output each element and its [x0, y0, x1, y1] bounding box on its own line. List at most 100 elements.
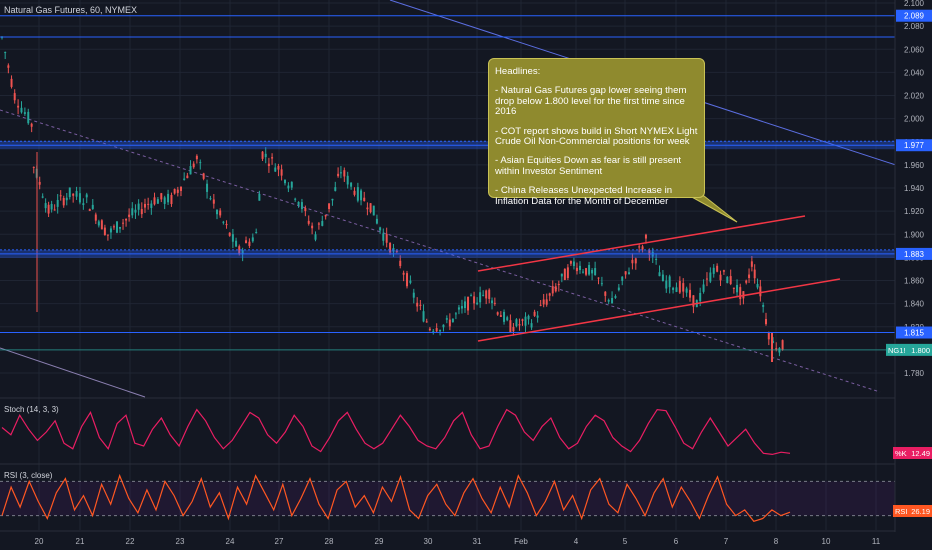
- candle-body: [195, 155, 198, 160]
- candle-body: [122, 222, 125, 224]
- stoch-badge-value: 12.49: [911, 449, 930, 458]
- stoch-badge: [893, 447, 932, 459]
- candle-body: [739, 287, 742, 299]
- candle-body: [264, 153, 267, 158]
- candle-body: [7, 65, 10, 68]
- channel-lines: [0, 195, 895, 351]
- candle-body: [97, 221, 100, 226]
- candle-body: [533, 311, 536, 316]
- candle-body: [153, 197, 156, 205]
- candle-body: [216, 209, 219, 215]
- time-tick-label: 7: [724, 537, 729, 546]
- candle-body: [366, 207, 369, 210]
- candle-body: [331, 198, 334, 201]
- candle-body: [658, 272, 661, 277]
- price-tick-label: 1.920: [904, 207, 925, 216]
- time-tick-label: 27: [275, 537, 284, 546]
- candle-body: [261, 151, 264, 159]
- time-tick-label: 21: [76, 537, 85, 546]
- candle-body: [245, 240, 248, 244]
- candle-body: [314, 234, 317, 240]
- candle-body: [115, 221, 118, 233]
- candle-body: [607, 299, 610, 302]
- candle-body: [457, 307, 460, 310]
- candle-body: [170, 194, 173, 205]
- candle-body: [173, 189, 176, 194]
- candle-body: [88, 209, 91, 211]
- stoch-badge-label: %K: [895, 449, 907, 458]
- oscillator-band: [0, 481, 895, 516]
- candle-body: [206, 183, 209, 192]
- candle-body: [425, 321, 428, 323]
- headline-item: - China Releases Unexpected Increase in …: [495, 185, 673, 207]
- price-tick-label: 2.080: [904, 22, 925, 31]
- rsi-line: [1, 473, 791, 522]
- candle-body: [536, 315, 539, 318]
- candle-body: [428, 328, 431, 331]
- level-badge-label: 1.883: [904, 250, 925, 259]
- candle-body: [334, 187, 337, 191]
- candle-body: [762, 305, 765, 307]
- candle-body: [231, 234, 234, 242]
- candle-body: [445, 318, 448, 320]
- candle-body: [726, 276, 729, 283]
- candle-body: [402, 272, 405, 275]
- candle-body: [372, 205, 375, 216]
- candle-body: [192, 163, 195, 168]
- candle-body: [479, 292, 482, 303]
- candle-body: [176, 189, 179, 193]
- price-tick-label: 1.860: [904, 277, 925, 286]
- candle-body: [539, 304, 542, 306]
- candle-body: [585, 268, 588, 275]
- candle-body: [100, 220, 103, 230]
- candle-body: [604, 291, 607, 296]
- candle-body: [65, 197, 68, 201]
- candle-body: [147, 203, 150, 205]
- candle-body: [419, 304, 422, 306]
- candle-body: [611, 298, 614, 304]
- candle-body: [530, 323, 533, 328]
- headline-item: - Natural Gas Futures gap lower seeing t…: [495, 85, 687, 118]
- candle-body: [30, 123, 33, 127]
- candle-body: [119, 227, 122, 229]
- candle-body: [271, 157, 274, 159]
- candle-body: [509, 320, 512, 333]
- candle-body: [41, 196, 44, 198]
- candle-body: [339, 172, 342, 174]
- candle-body: [527, 315, 530, 320]
- time-tick-label: 28: [325, 537, 334, 546]
- candle-body: [212, 199, 215, 204]
- candle-body: [134, 209, 137, 213]
- candle-body: [582, 271, 585, 273]
- candle-body: [277, 165, 280, 170]
- candle-body: [103, 227, 106, 236]
- channel-lower: [477, 278, 841, 342]
- candle-body: [685, 288, 688, 293]
- candle-body: [473, 296, 476, 304]
- candle-body: [321, 221, 324, 226]
- candle-body: [163, 197, 166, 204]
- candle-body: [379, 227, 382, 231]
- level-badge: [896, 9, 932, 22]
- candle-body: [38, 181, 41, 185]
- candle-body: [638, 246, 641, 248]
- candle-body: [470, 295, 473, 297]
- price-candles: [1, 36, 784, 362]
- headlines-heading: Headlines:: [495, 66, 541, 77]
- horizontal-levels: [0, 15, 895, 334]
- candle-body: [435, 328, 438, 332]
- candle-body: [255, 232, 258, 234]
- candle-body: [382, 233, 385, 241]
- candle-body: [772, 341, 775, 343]
- candle-body: [47, 204, 50, 214]
- candle-body: [506, 317, 509, 321]
- candle-body: [672, 287, 675, 290]
- candle-body: [491, 300, 494, 304]
- grid-lines: [0, 0, 895, 530]
- candle-body: [678, 280, 681, 293]
- candle-body: [328, 203, 331, 209]
- candle-body: [399, 260, 402, 266]
- candle-body: [228, 232, 231, 236]
- candle-body: [59, 195, 62, 197]
